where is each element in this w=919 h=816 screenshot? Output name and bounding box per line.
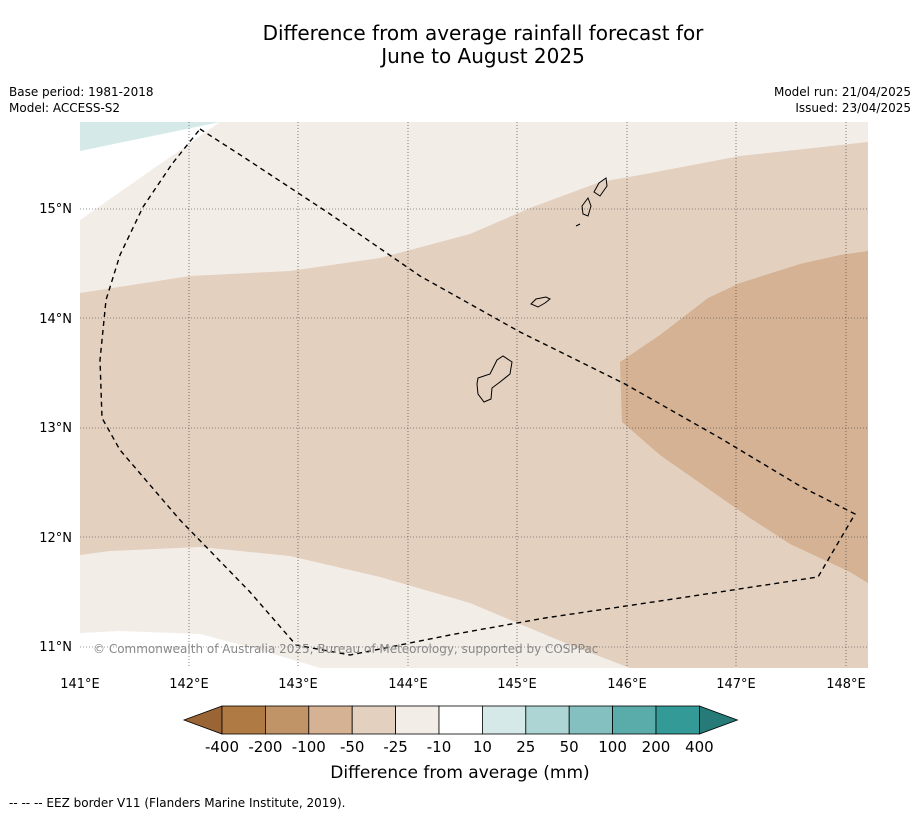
colorbar-tick-label: 100 (598, 738, 627, 756)
colorbar-swatch (568, 705, 614, 735)
colorbar-swatch (612, 705, 657, 735)
zone-neutral-bottom (80, 631, 320, 668)
info-right: Model run: 21/04/2025 Issued: 23/04/2025 (774, 84, 911, 116)
lon-tick-145: 145°E (497, 677, 537, 692)
colorbar-tick-label: -400 (205, 738, 239, 756)
colorbar-tick-label: 200 (642, 738, 671, 756)
zone-plus-10 (80, 122, 220, 151)
colorbar-tick-label: -100 (292, 738, 326, 756)
issued-label: Issued: 23/04/2025 (795, 101, 911, 115)
lon-tick-146: 146°E (607, 677, 647, 692)
colorbar-tick-label: -50 (340, 738, 365, 756)
lon-tick-148: 148°E (826, 677, 866, 692)
lon-tick-142: 142°E (169, 677, 209, 692)
colorbar-tick-label: -200 (248, 738, 282, 756)
colorbar-swatch (481, 705, 527, 735)
colorbar-tick-label: 25 (516, 738, 535, 756)
colorbar-swatch (438, 705, 483, 735)
colorbar (182, 705, 739, 735)
model-label: Model: ACCESS-S2 (9, 101, 121, 115)
lat-tick-12: 12°N (39, 531, 72, 546)
colorbar-title: Difference from average (mm) (330, 763, 589, 783)
zone-minus-25 (80, 142, 868, 668)
lat-tick-11: 11°N (39, 640, 72, 655)
lon-tick-143: 143°E (278, 677, 318, 692)
zone-neutral-top (80, 122, 220, 220)
colorbar-tick-label: -25 (383, 738, 408, 756)
chart-title: Difference from average rainfall forecas… (0, 22, 919, 68)
colorbar-tick-label: -10 (427, 738, 452, 756)
colorbar-extend-high (699, 705, 739, 735)
colorbar-tick-label: 10 (473, 738, 492, 756)
lon-tick-147: 147°E (716, 677, 756, 692)
rainfall-map (80, 122, 868, 668)
eez-border (99, 128, 856, 656)
colorbar-swatch (525, 705, 570, 735)
colorbar-tick-label: 50 (560, 738, 579, 756)
colorbar-swatch (655, 705, 700, 735)
gridlines (80, 122, 868, 668)
colorbar-swatch (395, 705, 440, 735)
lat-tick-13: 13°N (39, 421, 72, 436)
lon-labels: 141°E 142°E 143°E 144°E 145°E 146°E 147°… (60, 677, 866, 692)
guam-island (476, 355, 513, 403)
zone-minus-50 (620, 251, 868, 583)
model-run-label: Model run: 21/04/2025 (773, 85, 911, 99)
title-line-2: June to August 2025 (381, 44, 585, 68)
lon-tick-144: 144°E (388, 677, 428, 692)
colorbar-swatch (351, 705, 397, 735)
colorbar-swatch (264, 705, 310, 735)
lat-tick-15: 15°N (39, 202, 72, 217)
colorbar-swatch (221, 705, 266, 735)
colorbar-tick-label: 400 (685, 738, 714, 756)
tinian-island (581, 196, 592, 217)
lon-tick-141: 141°E (60, 677, 100, 692)
lat-tick-14: 14°N (39, 312, 72, 327)
footer-note: -- -- -- EEZ border V11 (Flanders Marine… (9, 796, 346, 810)
info-left: Base period: 1981-2018 Model: ACCESS-S2 (9, 84, 154, 116)
aguijan-island (575, 223, 581, 227)
title-line-1: Difference from average rainfall forecas… (262, 21, 704, 45)
saipan-island (593, 177, 608, 197)
copyright-text: © Commonwealth of Australia 2025, Bureau… (93, 642, 598, 656)
base-period-label: Base period: 1981-2018 (9, 85, 154, 99)
lat-labels: 15°N 14°N 13°N 12°N 11°N (39, 202, 72, 655)
colorbar-extend-low (182, 705, 223, 735)
rota-island (530, 296, 551, 308)
colorbar-labels: -400 -200 -100 -50 -25 -10 10 25 50 100 200 400 (205, 738, 714, 756)
colorbar-swatch (308, 705, 353, 735)
